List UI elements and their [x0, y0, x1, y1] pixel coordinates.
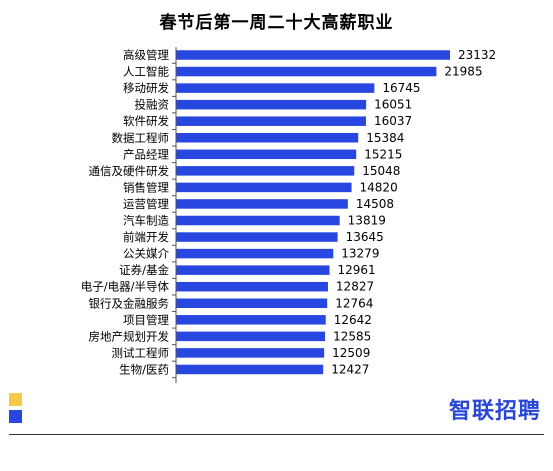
bar: [176, 50, 450, 60]
category-label: 汽车制造: [123, 214, 169, 228]
value-label: 12427: [331, 362, 369, 376]
category-label: 高级管理: [123, 48, 169, 62]
value-label: 16745: [382, 81, 420, 95]
brand-logo: 智联招聘: [448, 399, 541, 424]
category-label: 项目管理: [123, 313, 169, 327]
bar: [176, 133, 359, 143]
bar: [176, 116, 366, 126]
bar: [176, 149, 357, 160]
bar: [176, 199, 348, 209]
value-label: 12585: [333, 329, 371, 343]
bar: [176, 66, 437, 77]
value-label: 21985: [444, 65, 482, 79]
value-label: 12642: [334, 313, 372, 327]
category-label: 软件研发: [123, 114, 169, 128]
category-label: 公关媒介: [123, 247, 169, 261]
bar: [176, 315, 326, 325]
bar: [176, 364, 324, 375]
value-label: 15384: [366, 131, 404, 145]
category-label: 前端开发: [123, 230, 169, 244]
value-label: 12827: [336, 280, 374, 294]
category-label: 银行及金融服务: [89, 296, 170, 310]
footer-divider: [9, 434, 544, 435]
bar: [176, 265, 330, 275]
value-label: 13819: [348, 214, 386, 228]
value-label: 16051: [374, 98, 412, 112]
value-label: 13279: [341, 247, 379, 261]
value-label: 15048: [362, 164, 400, 178]
category-label: 移动研发: [123, 81, 169, 95]
value-label: 23132: [458, 48, 496, 62]
value-label: 15215: [364, 147, 402, 161]
bar: [176, 99, 367, 110]
value-label: 16037: [374, 114, 412, 128]
category-label: 销售管理: [123, 180, 169, 194]
bar: [176, 215, 340, 226]
bar: [176, 248, 334, 259]
value-label: 13645: [346, 230, 384, 244]
category-label: 产品经理: [123, 147, 169, 161]
category-label: 测试工程师: [112, 346, 170, 360]
value-label: 12509: [332, 346, 370, 360]
value-label: 12961: [338, 263, 376, 277]
category-label: 生物/医药: [119, 362, 169, 376]
category-label: 房地产规划开发: [89, 329, 170, 343]
decor-square-yellow: [9, 393, 22, 406]
bar: [176, 83, 375, 93]
category-label: 人工智能: [123, 65, 169, 79]
category-label: 通信及硬件研发: [89, 164, 170, 178]
category-label: 数据工程师: [112, 131, 170, 145]
bar: [176, 281, 328, 292]
bar: [176, 232, 338, 242]
value-label: 14508: [356, 197, 394, 211]
bar: [176, 298, 328, 308]
decor-square-blue: [9, 410, 22, 423]
bar: [176, 182, 352, 193]
category-label: 投融资: [135, 98, 170, 112]
category-label: 运营管理: [123, 197, 169, 211]
bar: [176, 331, 326, 342]
chart-title: 春节后第一周二十大高薪职业: [159, 13, 394, 33]
value-label: 12764: [335, 296, 373, 310]
category-label: 证券/基金: [119, 263, 169, 277]
bar: [176, 348, 325, 358]
bar: [176, 166, 355, 176]
category-label: 电子/电器/半导体: [81, 280, 170, 294]
value-label: 14820: [360, 180, 398, 194]
